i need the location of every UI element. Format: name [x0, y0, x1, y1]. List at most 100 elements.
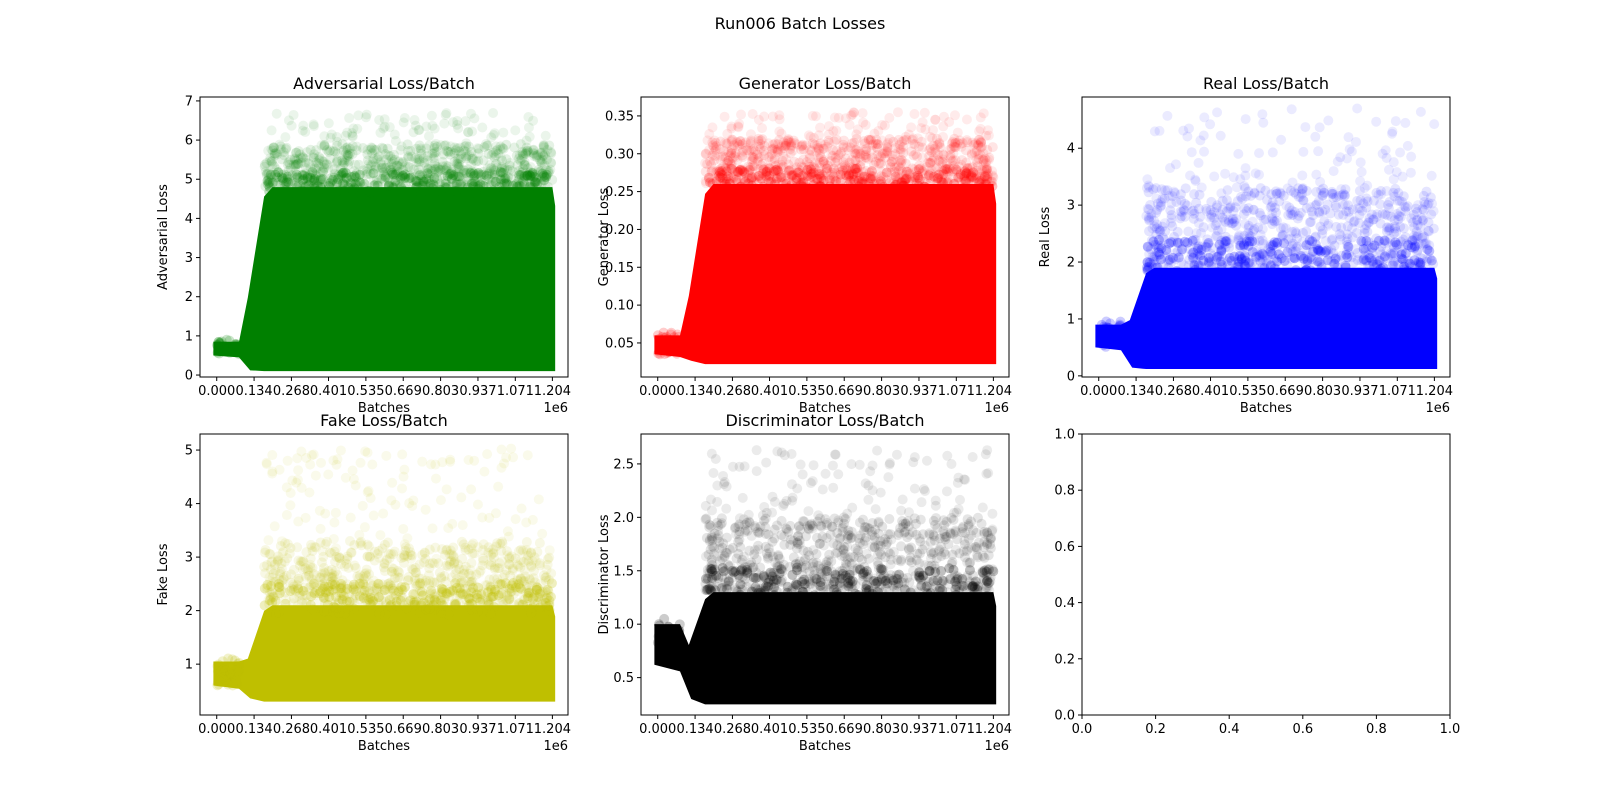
- scatter-point: [783, 166, 794, 177]
- scatter-point: [488, 547, 499, 558]
- scatter-point: [468, 171, 479, 182]
- scatter-point: [796, 177, 807, 188]
- scatter-point: [971, 173, 982, 184]
- scatter-point: [280, 598, 291, 609]
- scatter-point: [377, 167, 388, 178]
- scatter-point: [410, 589, 421, 600]
- scatter-point: [490, 508, 501, 519]
- scatter-point: [758, 181, 769, 192]
- scatter-point: [335, 583, 346, 594]
- scatter-point: [1163, 190, 1174, 201]
- scatter-point: [781, 141, 792, 152]
- scatter-point: [772, 146, 783, 157]
- scatter-point: [512, 160, 523, 171]
- scatter-point: [353, 188, 364, 199]
- scatter-point: [1269, 263, 1280, 274]
- scatter-point: [659, 349, 670, 360]
- scatter-point: [1308, 210, 1319, 221]
- scatter-point: [451, 574, 462, 585]
- scatter-point: [925, 168, 936, 179]
- scatter-point: [961, 135, 972, 146]
- scatter-point: [1301, 185, 1312, 196]
- scatter-point: [390, 499, 401, 510]
- scatter-point: [436, 593, 447, 604]
- scatter-point: [467, 548, 478, 559]
- scatter-point: [796, 141, 807, 152]
- scatter-point: [1337, 190, 1348, 201]
- scatter-point: [519, 178, 530, 189]
- scatter-point: [510, 553, 521, 564]
- dense-point-cloud: [654, 184, 997, 365]
- scatter-point: [385, 166, 396, 177]
- scatter-point: [428, 188, 439, 199]
- scatter-point: [1323, 249, 1334, 260]
- scatter-point: [385, 601, 396, 612]
- scatter-point: [848, 169, 859, 180]
- scatter-point: [814, 148, 825, 159]
- scatter-point: [1263, 243, 1274, 254]
- scatter-point: [1157, 232, 1168, 243]
- scatter-point: [1387, 128, 1398, 139]
- scatter-point: [1418, 190, 1429, 201]
- scatter-point: [987, 170, 998, 181]
- scatter-point: [794, 157, 805, 168]
- scatter-point: [947, 136, 958, 147]
- scatter-point: [764, 170, 775, 181]
- scatter-point: [1170, 159, 1181, 170]
- scatter-point: [1212, 267, 1223, 278]
- scatter-point: [484, 559, 495, 570]
- scatter-point: [1340, 262, 1351, 273]
- scatter-point: [527, 593, 538, 604]
- scatter-point: [429, 592, 440, 603]
- scatter-point: [328, 601, 339, 612]
- scatter-point: [329, 169, 340, 180]
- scatter-point: [945, 527, 956, 538]
- scatter-point: [380, 609, 391, 620]
- scatter-point: [877, 521, 888, 532]
- scatter-point: [452, 119, 463, 130]
- scatter-point: [850, 164, 861, 175]
- scatter-point: [960, 145, 971, 156]
- scatter-point: [362, 163, 373, 174]
- scatter-point: [338, 167, 349, 178]
- scatter-point: [340, 168, 351, 179]
- scatter-point: [505, 570, 516, 581]
- scatter-point: [527, 168, 538, 179]
- scatter-point: [1291, 243, 1302, 254]
- scatter-point: [1217, 204, 1228, 215]
- scatter-point: [382, 579, 393, 590]
- scatter-point: [723, 155, 734, 166]
- scatter-point: [705, 494, 716, 505]
- scatter-point: [1409, 243, 1420, 254]
- scatter-point: [388, 182, 399, 193]
- scatter-point: [962, 137, 973, 148]
- scatter-point: [379, 121, 390, 132]
- scatter-point: [472, 592, 483, 603]
- scatter-point: [473, 184, 484, 195]
- scatter-point: [1258, 249, 1269, 260]
- scatter-point: [1274, 187, 1285, 198]
- y-tick-label: 0.05: [605, 336, 634, 351]
- scatter-point: [379, 559, 390, 570]
- scatter-point: [451, 565, 462, 576]
- scatter-point: [289, 153, 300, 164]
- scatter-point: [371, 153, 382, 164]
- scatter-point: [948, 514, 959, 525]
- scatter-point: [443, 523, 454, 534]
- scatter-point: [716, 166, 727, 177]
- scatter-point: [290, 166, 301, 177]
- scatter-point: [1422, 199, 1433, 210]
- scatter-point: [1164, 238, 1175, 249]
- scatter-point: [377, 579, 388, 590]
- scatter-point: [1399, 264, 1410, 275]
- scatter-point: [941, 166, 952, 177]
- scatter-point: [399, 171, 410, 182]
- scatter-point: [396, 582, 407, 593]
- scatter-point: [725, 597, 736, 608]
- scatter-point: [722, 138, 733, 149]
- scatter-point: [306, 542, 317, 553]
- scatter-point: [1292, 213, 1303, 224]
- x-offset-text: 1e6: [1425, 401, 1450, 416]
- scatter-point: [261, 582, 272, 593]
- scatter-point: [925, 547, 936, 558]
